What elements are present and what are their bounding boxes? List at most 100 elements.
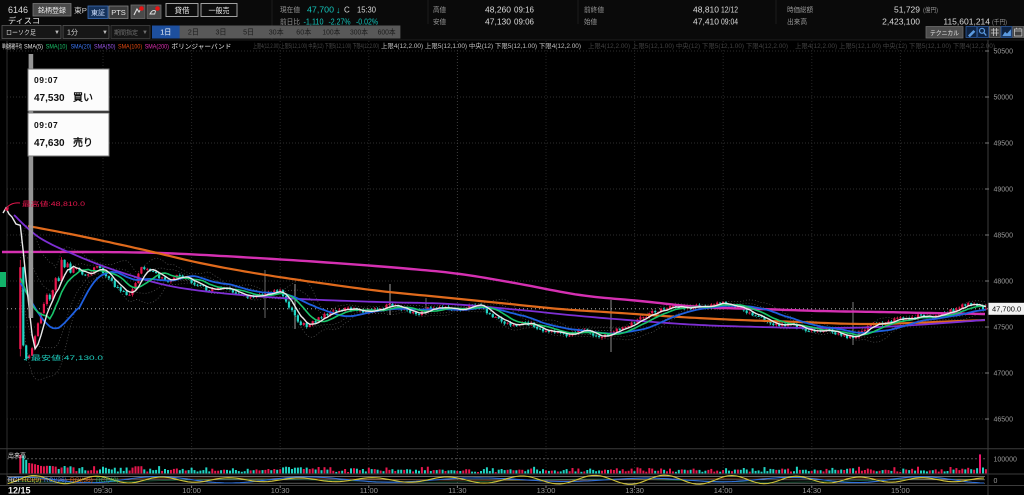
svg-text:SMA(50): SMA(50) [94,44,116,51]
svg-text:47000: 47000 [994,371,1014,378]
svg-text:100000: 100000 [994,457,1017,464]
svg-text:貸借: 貸借 [175,5,190,15]
svg-text:14:00: 14:00 [714,486,733,495]
svg-text:単純移動平均: 単純移動平均 [2,42,22,51]
svg-text:銘柄登録: 銘柄登録 [38,6,66,15]
svg-text:最安値:47,130.0: 最安値:47,130.0 [31,353,104,362]
svg-text:▼: ▼ [54,30,60,36]
svg-text:2日: 2日 [188,28,199,37]
svg-text:↓: ↓ [336,5,341,15]
svg-text:SMA(20): SMA(20) [71,44,92,51]
svg-text:-1,110: -1,110 [304,17,324,27]
svg-text:SMA(200): SMA(200) [145,44,169,51]
svg-text:RCI(36): RCI(36) [70,477,93,484]
svg-text:30本: 30本 [269,27,284,37]
svg-text:1日: 1日 [160,28,171,37]
svg-text:48500: 48500 [994,233,1014,240]
svg-text:09:07: 09:07 [34,120,58,130]
svg-text:47,530: 47,530 [34,93,65,104]
svg-text:買い: 買い [73,92,93,104]
svg-text:10:30: 10:30 [271,486,290,495]
svg-text:3日: 3日 [216,28,227,37]
svg-text:100本: 100本 [322,27,340,37]
svg-text:RCI: RCI [8,477,19,484]
svg-text:出来高: 出来高 [787,17,807,26]
svg-text:ローソク足: ローソク足 [6,29,36,37]
svg-text:47500: 47500 [994,325,1014,332]
svg-text:-2.27%: -2.27% [329,17,351,27]
svg-text:47,700: 47,700 [307,5,334,15]
svg-text:51,729: 51,729 [894,5,920,15]
svg-text:13:00: 13:00 [537,486,556,495]
svg-text:RCI(26): RCI(26) [44,477,67,484]
svg-text:49500: 49500 [994,141,1014,148]
svg-text:47,630: 47,630 [34,138,65,149]
svg-text:高値: 高値 [433,5,446,14]
svg-text:▼: ▼ [102,30,108,36]
svg-text:115,601,214: 115,601,214 [943,17,990,27]
svg-text:11:30: 11:30 [448,486,466,495]
svg-text:SMA(100): SMA(100) [118,44,142,51]
svg-text:SMA(5): SMA(5) [24,44,43,51]
svg-text:10:00: 10:00 [182,486,201,495]
svg-text:PTS: PTS [111,8,126,17]
svg-text:上限4(12,2.00) 上限5(12,1.00) 中央: 上限4(12,2.00) 上限5(12,1.00) 中央(12) 下限5(12,… [795,41,995,50]
svg-text:時価総額: 時価総額 [787,5,813,14]
svg-text:47,410: 47,410 [693,17,719,27]
svg-text:C: C [344,6,350,15]
svg-text:2,423,100: 2,423,100 [882,17,920,27]
svg-text:300本: 300本 [350,27,368,37]
svg-text:売り: 売り [73,136,93,149]
svg-text:(千円): (千円) [992,17,1007,26]
svg-text:50000: 50000 [994,95,1014,102]
svg-text:RCI(9): RCI(9) [22,477,41,484]
svg-text:12/15: 12/15 [8,486,31,495]
svg-text:安値: 安値 [433,17,446,26]
svg-text:上限4(12,2.00) 上限5(12,1.00) 中央: 上限4(12,2.00) 上限5(12,1.00) 中央(12) 下限5(12,… [253,41,379,50]
svg-text:前終値: 前終値 [584,5,604,14]
svg-text:5日: 5日 [243,28,254,37]
svg-text:09:06: 09:06 [514,17,534,27]
svg-text:SMA(10): SMA(10) [46,44,68,51]
svg-text:12/12: 12/12 [721,5,738,15]
svg-text:上限4(12,2.00) 上限5(12,1.00) 中央: 上限4(12,2.00) 上限5(12,1.00) 中央(12) 下限5(12,… [588,41,788,50]
svg-text:-0.02%: -0.02% [356,17,378,27]
svg-text:上限4(12,2.00) 上限5(12,1.00) 中央: 上限4(12,2.00) 上限5(12,1.00) 中央(12) 下限5(12,… [381,41,581,50]
svg-text:09:07: 09:07 [34,75,58,85]
svg-text:出来高: 出来高 [8,451,26,460]
svg-text:テクニカル: テクニカル [930,29,959,37]
svg-text:13:30: 13:30 [625,486,644,495]
svg-text:47,130: 47,130 [485,17,511,27]
svg-text:50500: 50500 [994,49,1014,56]
svg-text:前日比: 前日比 [280,17,300,26]
svg-text:始値: 始値 [584,17,597,26]
svg-text:60本: 60本 [296,27,311,37]
svg-text:48,260: 48,260 [485,5,511,15]
svg-text:09:04: 09:04 [721,17,738,27]
svg-text:ボリンジャーバンド: ボリンジャーバンド [171,43,231,51]
svg-text:47,700.0: 47,700.0 [992,305,1021,314]
svg-text:49000: 49000 [994,187,1014,194]
svg-text:東証: 東証 [91,8,105,17]
svg-text:一般売: 一般売 [209,5,230,15]
svg-text:0: 0 [994,478,998,485]
svg-text:14:30: 14:30 [802,486,821,495]
svg-text:11:00: 11:00 [360,486,378,495]
svg-text:15:30: 15:30 [357,5,376,15]
svg-text:ディスコ: ディスコ [8,16,40,26]
svg-text:6146: 6146 [8,5,28,15]
svg-text:46500: 46500 [994,417,1014,424]
svg-text:▼: ▼ [142,30,148,36]
svg-text:09:16: 09:16 [514,5,534,15]
svg-text:最高値:48,810.0: 最高値:48,810.0 [22,199,86,208]
svg-text:(億円): (億円) [923,5,938,14]
svg-text:現在値: 現在値 [280,5,300,14]
svg-text:48000: 48000 [994,279,1014,286]
svg-text:1分: 1分 [67,28,78,37]
svg-text:09:30: 09:30 [94,486,113,495]
svg-text:期間指定: 期間指定 [114,28,138,37]
svg-text:600本: 600本 [378,27,396,37]
svg-text:東P: 東P [74,5,87,15]
svg-text:15:00: 15:00 [891,486,910,495]
svg-text:48,810: 48,810 [693,5,719,15]
